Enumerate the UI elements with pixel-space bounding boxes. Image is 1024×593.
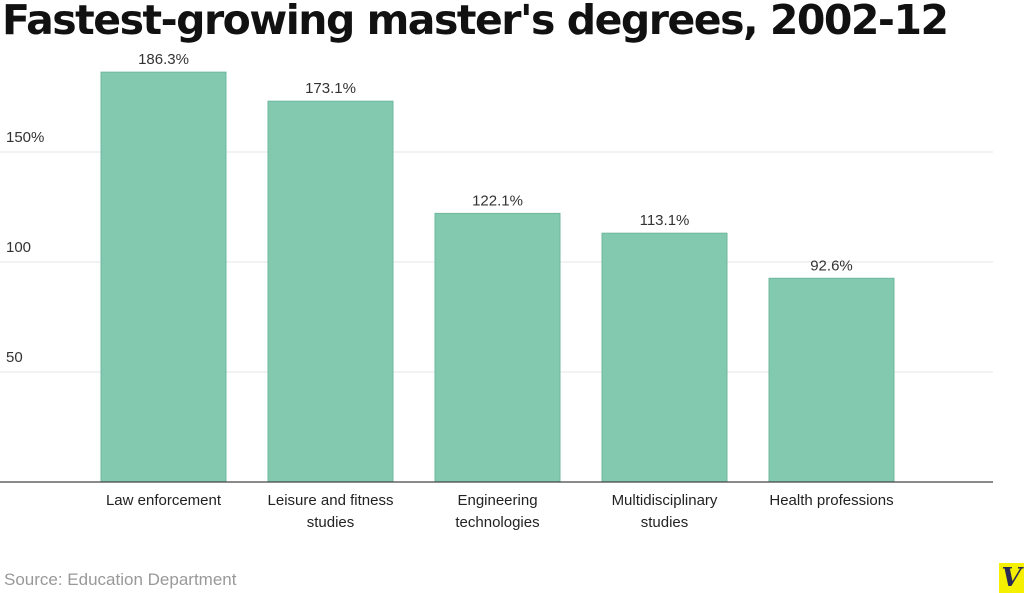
bar	[267, 100, 394, 483]
data-label: 92.6%	[810, 257, 853, 274]
x-tick-label: Law enforcement	[106, 492, 222, 509]
y-tick-label: 50	[6, 349, 23, 366]
y-tick-label: 150%	[6, 129, 44, 146]
data-label: 122.1%	[472, 192, 523, 209]
y-tick-label: 100	[6, 239, 31, 256]
chart-title: Fastest-growing master's degrees, 2002-1…	[2, 0, 949, 44]
source-note: Source: Education Department	[4, 570, 237, 589]
x-tick-label: Multidisciplinary	[612, 492, 718, 509]
x-tick-label: studies	[307, 514, 355, 531]
bar	[601, 232, 728, 483]
data-label: 113.1%	[640, 212, 690, 229]
vox-logo: V	[999, 563, 1024, 593]
x-tick-label: studies	[641, 514, 689, 531]
x-tick-label: Leisure and fitness	[268, 492, 394, 509]
bar-chart: 50 100 150% 186.3% Law enforcement 173.1% Leis…	[0, 51, 993, 531]
x-tick-label: Engineering	[457, 492, 537, 509]
bar	[100, 71, 227, 483]
bar	[768, 277, 895, 483]
data-label: 186.3%	[138, 51, 189, 68]
bar	[434, 212, 561, 483]
x-tick-label: technologies	[455, 514, 539, 531]
data-label: 173.1%	[305, 80, 356, 97]
x-tick-label: Health professions	[769, 492, 893, 509]
